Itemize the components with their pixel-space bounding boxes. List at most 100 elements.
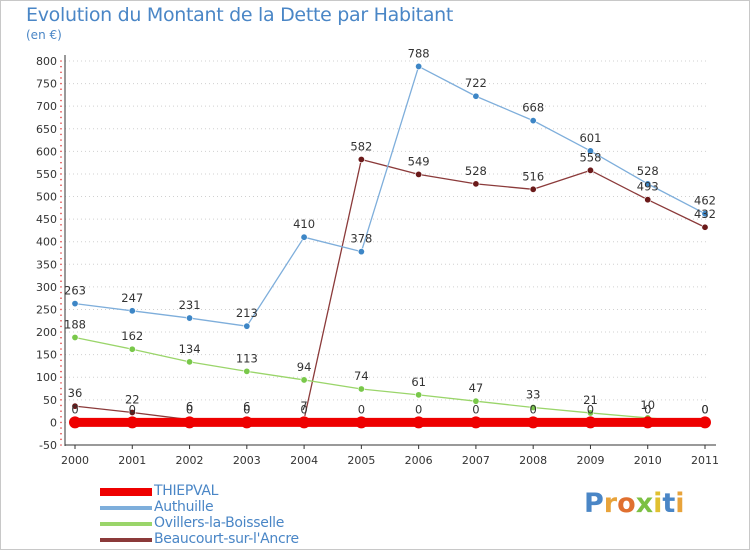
legend-swatch — [100, 506, 152, 510]
y-minor-tick — [60, 348, 62, 350]
x-tick-label: 2008 — [519, 454, 547, 467]
y-minor-tick — [60, 353, 62, 356]
data-point — [584, 416, 597, 429]
y-minor-tick — [60, 410, 62, 412]
y-minor-tick — [60, 195, 62, 198]
data-point — [529, 404, 537, 412]
y-minor-tick — [60, 71, 62, 74]
y-minor-tick — [60, 77, 62, 79]
logo-letter: x — [635, 488, 654, 519]
data-point — [300, 376, 308, 384]
y-minor-tick — [60, 144, 62, 147]
y-tick-label: -50 — [39, 439, 57, 452]
chart-legend: THIEPVAL Authuille Ovillers-la-Boisselle Be… — [100, 483, 360, 548]
data-label: 10 — [640, 398, 655, 412]
data-point — [472, 397, 480, 405]
y-minor-tick — [60, 88, 62, 91]
data-point — [243, 367, 251, 375]
x-tick-label: 2000 — [61, 454, 89, 467]
y-minor-tick — [60, 116, 62, 119]
y-tick-label: 100 — [36, 371, 57, 384]
data-point — [412, 416, 425, 429]
data-point — [183, 416, 196, 429]
legend-item: Ovillers-la-Boisselle — [100, 515, 360, 532]
y-minor-tick — [60, 178, 62, 181]
data-point — [357, 385, 365, 393]
data-label: 0 — [300, 402, 307, 416]
y-minor-tick — [60, 257, 62, 260]
y-minor-tick — [60, 319, 62, 322]
y-minor-tick — [60, 263, 62, 266]
data-label: 74 — [354, 369, 369, 383]
y-minor-tick — [60, 359, 62, 362]
data-point — [644, 180, 652, 188]
series-line — [74, 158, 706, 421]
series-line — [74, 65, 706, 327]
x-tick-label: 2009 — [576, 454, 604, 467]
logo-letter: i — [653, 488, 663, 519]
y-minor-tick — [60, 201, 62, 203]
y-minor-tick — [60, 274, 62, 277]
y-minor-tick — [60, 173, 62, 175]
logo-letter: t — [662, 488, 676, 519]
y-minor-tick — [60, 133, 62, 136]
y-minor-tick — [60, 94, 62, 96]
y-minor-tick — [60, 314, 62, 316]
data-point — [128, 307, 136, 315]
y-tick-label: 550 — [36, 168, 57, 181]
data-point — [469, 416, 482, 429]
logo-letter: P — [584, 488, 604, 519]
x-tick-label: 2007 — [462, 454, 490, 467]
y-minor-tick — [60, 342, 62, 345]
data-point — [699, 416, 711, 429]
legend-swatch — [100, 538, 152, 542]
data-point — [415, 391, 423, 399]
y-minor-tick — [60, 111, 62, 113]
data-point — [298, 416, 311, 429]
legend-label: Ovillers-la-Boisselle — [154, 515, 285, 531]
data-label: 549 — [408, 154, 430, 168]
data-label: 516 — [522, 169, 544, 183]
data-label: 263 — [64, 284, 86, 298]
data-label: 0 — [358, 402, 365, 416]
y-minor-tick — [60, 235, 62, 237]
y-minor-tick — [60, 122, 62, 124]
proxiti-logo: Proxiti — [584, 488, 685, 519]
data-label: 7 — [300, 399, 307, 413]
y-minor-tick — [60, 99, 62, 102]
data-label: 410 — [293, 217, 315, 231]
y-minor-tick — [60, 252, 62, 254]
data-label: 0 — [243, 402, 250, 416]
y-minor-tick — [60, 421, 62, 424]
data-label: 0 — [472, 402, 479, 416]
line-chart: -500501001502002503003504004505005506006… — [36, 46, 719, 467]
data-label: 61 — [411, 375, 426, 389]
data-point — [586, 166, 594, 174]
y-minor-tick — [60, 286, 62, 288]
data-point — [126, 416, 139, 429]
y-tick-label: 600 — [36, 145, 57, 158]
y-minor-tick — [60, 139, 62, 141]
logo-letter: o — [617, 488, 636, 519]
data-point — [71, 402, 79, 410]
y-minor-tick — [60, 415, 62, 418]
y-minor-tick — [60, 308, 62, 311]
data-point — [472, 180, 480, 188]
y-tick-label: 350 — [36, 258, 57, 271]
data-point — [357, 248, 365, 256]
y-minor-tick — [60, 184, 62, 187]
data-label: 0 — [71, 402, 78, 416]
data-label: 36 — [68, 386, 83, 400]
x-tick-label: 2003 — [233, 454, 261, 467]
data-point — [701, 210, 709, 218]
x-tick-label: 2010 — [634, 454, 662, 467]
y-minor-tick — [60, 60, 62, 62]
y-minor-tick — [60, 212, 62, 215]
y-minor-tick — [60, 331, 62, 333]
data-label: 113 — [236, 351, 258, 365]
data-point — [357, 155, 365, 163]
legend-label: Beaucourt-sur-l'Ancre — [154, 531, 299, 547]
data-label: 213 — [236, 306, 258, 320]
data-point — [71, 333, 79, 341]
y-minor-tick — [60, 387, 62, 390]
